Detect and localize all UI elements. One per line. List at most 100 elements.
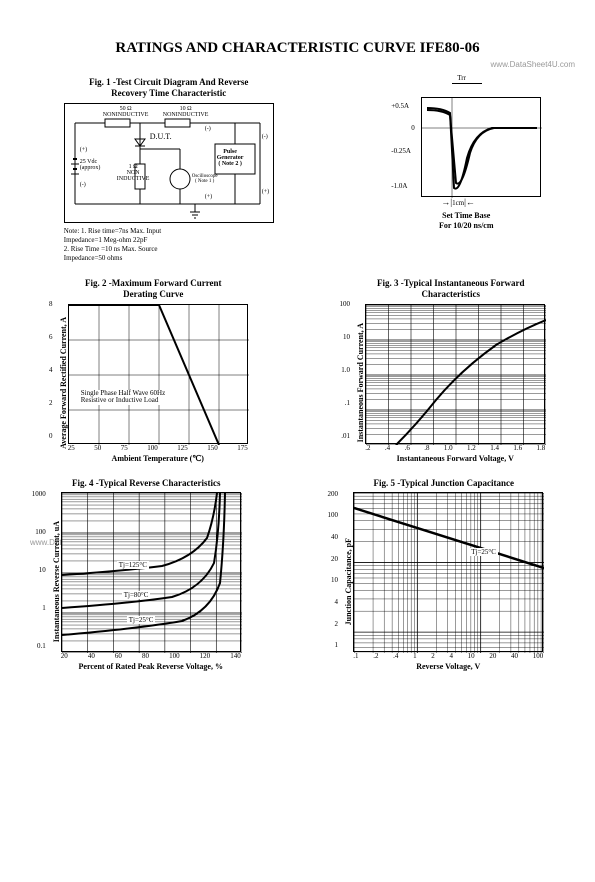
fig4-xt-3: 80	[142, 652, 149, 660]
fig2: Fig. 2 -Maximum Forward Current Derating…	[41, 278, 266, 463]
fig3-yt-0: .01	[340, 432, 351, 440]
scope-box: Trr	[421, 97, 541, 197]
r50-label: 50 Ω NONINDUCTIVE	[103, 106, 149, 118]
fig5-title: Fig. 5 -Typical Junction Capacitance	[373, 478, 514, 489]
fig3-title: Fig. 3 -Typical Instantaneous Forward Ch…	[377, 278, 525, 300]
fig5-xt-7: 20	[489, 652, 496, 660]
fig1-title: Fig. 1 -Test Circuit Diagram And Reverse…	[89, 77, 248, 99]
fig1-notes: Note: 1. Rise time=7ns Max. Input Impeda…	[64, 227, 274, 263]
fig4-xt-0: 20	[61, 652, 68, 660]
fig5-xt-0: .1	[353, 652, 358, 660]
minus2: (-)	[205, 126, 211, 132]
fig5-xt-1: .2	[373, 652, 378, 660]
tcm-label: →|1cm|←	[441, 197, 475, 207]
fig2-svg	[69, 305, 249, 445]
minus3: (-)	[262, 134, 268, 140]
fig2-yt-0: 0	[49, 432, 53, 440]
r10-label: 10 Ω NONINDUCTIVE	[163, 106, 209, 118]
scope-tick-0: +0.5A	[391, 102, 409, 110]
fig1-scope: Trr +0.5A 0 -0.25A -1.0A →|1cm|← Set Tim…	[386, 97, 546, 263]
osc-label: Oscilloscope ( Note 1 )	[192, 174, 218, 184]
fig2-note: Single Phase Half Wave 60Hz Resistive or…	[79, 390, 167, 405]
fig3: Fig. 3 -Typical Instantaneous Forward Ch…	[347, 278, 554, 463]
fig2-yt-3: 6	[49, 333, 53, 341]
fig4-svg	[62, 493, 242, 653]
fig3-chart	[365, 304, 545, 444]
fig2-xlabel: Ambient Temperature (℃)	[112, 454, 204, 463]
fig5-xt-3: 1	[413, 652, 417, 660]
fig5-yt-4: 20	[328, 555, 339, 563]
fig4-yt-0: 0.1	[32, 642, 46, 650]
fig4-yt-4: 1000	[32, 490, 46, 498]
fig3-yt-4: 100	[340, 300, 351, 308]
row-2: Fig. 2 -Maximum Forward Current Derating…	[0, 278, 595, 463]
scope-tick-2: -0.25A	[391, 147, 411, 155]
fig4-xlabel: Percent of Rated Peak Reverse Voltage, %	[79, 662, 223, 671]
fig4-xt-6: 140	[230, 652, 241, 660]
fig5-yt-6: 100	[328, 511, 339, 519]
fig1: Fig. 1 -Test Circuit Diagram And Reverse…	[49, 77, 289, 263]
fig5-yt-2: 4	[328, 598, 339, 606]
fig3-xlabel: Instantaneous Forward Voltage, V	[397, 454, 514, 463]
fig4-xt-1: 40	[88, 652, 95, 660]
fig5-xt-2: .4	[393, 652, 398, 660]
fig5-xt-5: 4	[449, 652, 453, 660]
fig1-circuit: 50 Ω NONINDUCTIVE 10 Ω NONINDUCTIVE D.U.…	[64, 103, 274, 223]
plus2: (+)	[205, 194, 212, 200]
fig5-xt-8: 40	[511, 652, 518, 660]
fig4-t80: Tj=80°C	[122, 591, 151, 599]
fig5-yt-7: 200	[328, 490, 339, 498]
scope-caption: Set Time Base For 10/20 ns/cm	[439, 211, 494, 230]
row-3: Fig. 4 -Typical Reverse Characteristics …	[0, 478, 595, 672]
r1-label: 1 Ω NON INDUCTIVE	[117, 164, 150, 182]
fig3-yt-3: 10	[340, 333, 351, 341]
fig4-yt-1: 1	[32, 604, 46, 612]
fig4: Fig. 4 -Typical Reverse Characteristics …	[43, 478, 250, 672]
trr-label: Trr	[457, 74, 466, 82]
fig2-yt-2: 4	[49, 366, 53, 374]
fig4-chart: Tj=125°C Tj=80°C Tj=25°C	[61, 492, 241, 652]
fig2-title: Fig. 2 -Maximum Forward Current Derating…	[85, 278, 222, 300]
fig3-svg	[366, 305, 546, 445]
fig5-svg	[354, 493, 544, 653]
fig4-ylabel: Instantaneous Reverse Current, uA	[52, 521, 61, 642]
fig5-tj: Tj=25°C	[469, 548, 498, 556]
dut-label: D.U.T.	[150, 132, 172, 141]
fig3-ylabel: Instantaneous Forward Current, A	[356, 323, 365, 442]
fig5-yt-0: 1	[328, 641, 339, 649]
fig5-ylabel: Junction Capacitance, pF	[344, 538, 353, 625]
fig5-xt-4: 2	[431, 652, 435, 660]
fig3-yt-1: .1	[340, 399, 351, 407]
fig4-t125: Tj=125°C	[117, 561, 149, 569]
fig2-ylabel: Average Forward Rectified Current, A	[59, 317, 68, 449]
scope-tick-3: -1.0A	[391, 182, 407, 190]
scope-svg	[422, 98, 542, 198]
fig4-xt-5: 120	[200, 652, 211, 660]
pulse-label: Pulse Generator ( Note 2 )	[217, 149, 244, 167]
fig4-title: Fig. 4 -Typical Reverse Characteristics	[72, 478, 221, 489]
plus3: (+)	[262, 189, 269, 195]
fig5-yt-1: 2	[328, 620, 339, 628]
vdc-label: 25 Vdc (approx)	[80, 159, 101, 171]
fig4-yt-3: 100	[32, 528, 46, 536]
fig5: Fig. 5 -Typical Junction Capacitance Jun…	[335, 478, 552, 672]
fig2-yt-4: 8	[49, 300, 53, 308]
fig5-xt-9: 100	[533, 652, 544, 660]
fig3-yt-2: 1.0	[340, 366, 351, 374]
fig5-yt-5: 40	[328, 533, 339, 541]
row-1: Fig. 1 -Test Circuit Diagram And Reverse…	[0, 77, 595, 263]
fig4-xt-2: 60	[115, 652, 122, 660]
fig2-chart: Single Phase Half Wave 60Hz Resistive or…	[68, 304, 248, 444]
fig2-yt-1: 2	[49, 399, 53, 407]
fig4-xt-4: 100	[169, 652, 180, 660]
minus1: (-)	[80, 182, 86, 188]
fig5-xlabel: Reverse Voltage, V	[416, 662, 480, 671]
fig5-xt-6: 10	[468, 652, 475, 660]
plus1: (+)	[80, 147, 87, 153]
fig4-yt-2: 10	[32, 566, 46, 574]
fig5-chart: Tj=25°C	[353, 492, 543, 652]
watermark-top: www.DataSheet4U.com	[491, 60, 575, 69]
fig5-yt-3: 10	[328, 576, 339, 584]
page-title: RATINGS AND CHARACTERISTIC CURVE IFE80-0…	[0, 40, 595, 57]
scope-tick-1: 0	[411, 124, 415, 132]
